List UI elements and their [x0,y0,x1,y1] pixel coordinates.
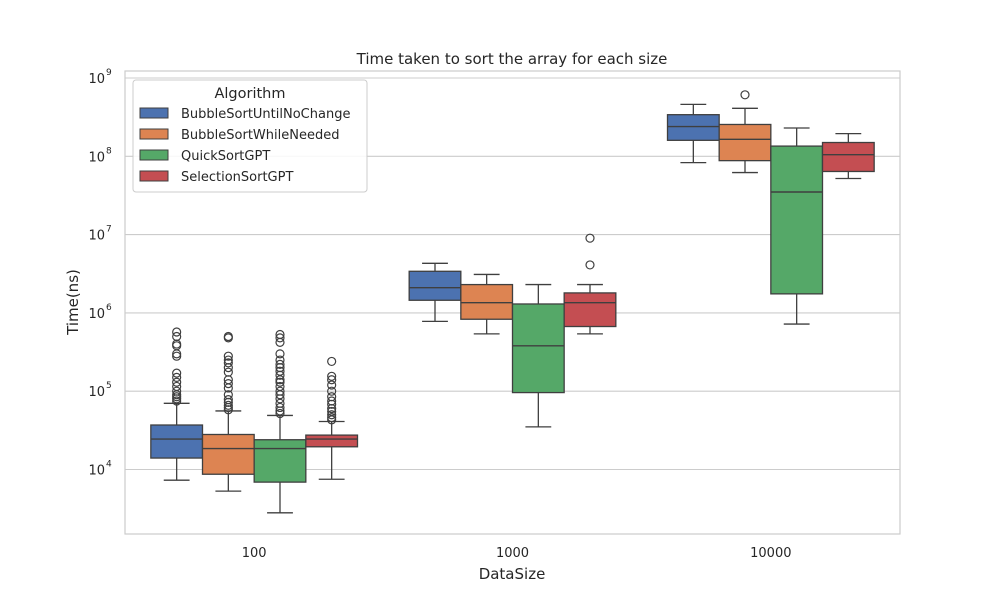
x-tick-labels: 100 1000 10000 [242,546,792,561]
legend-swatch [139,170,169,182]
outlier-point [223,367,233,377]
legend-entry: BubbleSortWhileNeeded [181,128,339,143]
outlier-point [223,358,233,368]
outlier-point [172,377,182,387]
outlier-point [275,329,285,340]
outlier-point [172,327,182,337]
outlier-point [172,372,182,383]
box-QuickSortGPT-100 [253,329,307,514]
y-tick-label: 10 [88,229,105,244]
y-tick-label: 10 [88,72,105,87]
outlier-point [223,390,233,400]
x-tick-label: 1000 [496,546,529,561]
outlier-point [327,386,337,396]
box-iqr [770,145,824,295]
legend-title: Algorithm [214,86,285,102]
legend-entry: BubbleSortUntilNoChange [181,107,350,122]
legend-entry: SelectionSortGPT [181,170,293,185]
outlier-point [172,381,182,392]
box-BubbleSortUntilNoChange-100 [150,327,204,481]
box-iqr [460,283,514,320]
x-axis-label: DataSize [479,565,546,583]
y-tick-label: 10 [88,385,105,400]
box-iqr [253,439,307,483]
outlier-point [223,351,233,361]
outlier-point [327,410,337,420]
box-BubbleSortWhileNeeded-100 [201,331,255,492]
outlier-point [327,375,337,385]
outlier-point [327,413,337,423]
y-tick-exponent: 8 [106,146,112,156]
outlier-point [585,233,595,243]
box-BubbleSortWhileNeeded-10000 [718,90,772,174]
y-tick-label: 10 [88,150,105,165]
box-iqr [150,424,204,459]
legend: Algorithm BubbleSortUntilNoChange BubbleSo… [132,79,368,193]
box-iqr [718,123,772,162]
box-iqr [666,114,720,141]
outlier-point [223,379,233,389]
y-tick-exponent: 5 [106,381,112,391]
outlier-point [275,408,285,419]
outlier-point [275,355,285,365]
box-BubbleSortWhileNeeded-1000 [460,273,514,335]
outlier-point [275,366,285,376]
outlier-point [275,359,285,369]
outlier-point [327,396,337,406]
chart-title: Time taken to sort the array for each si… [356,50,668,68]
plot-area-frame [124,70,901,535]
outlier-point [275,333,285,343]
legend-swatch [139,107,169,119]
outlier-point [740,90,750,100]
legend-entry: QuickSortGPT [181,149,270,164]
box-iqr [821,141,875,173]
outlier-point [172,351,182,361]
legend-swatch [139,149,169,161]
y-tick-exponent: 9 [106,68,112,78]
outlier-point [275,386,285,396]
outlier-point [275,402,285,413]
box-plot-boxes [150,90,875,514]
outlier-point [223,395,233,405]
outlier-point [327,380,337,390]
legend-frame [132,79,368,193]
y-tick-label: 10 [88,307,105,322]
box-BubbleSortUntilNoChange-10000 [666,103,720,164]
box-iqr [408,270,462,301]
x-tick-label: 10000 [750,546,791,561]
outlier-point [275,381,285,392]
box-QuickSortGPT-10000 [770,127,824,325]
y-tick-exponent: 6 [106,303,112,313]
outlier-point [585,260,595,270]
outlier-point [327,392,337,402]
outlier-point [223,355,233,365]
outlier-point [172,386,182,396]
outlier-point [327,356,337,367]
y-tick-exponent: 4 [106,460,112,470]
x-tick-label: 100 [242,546,267,561]
box-iqr [305,434,359,448]
box-BubbleSortUntilNoChange-1000 [408,262,462,322]
outlier-point [223,400,233,410]
y-tick-label: 10 [88,464,105,479]
box-SelectionSortGPT-1000 [563,233,617,335]
y-tick-exponent: 7 [106,225,112,235]
outlier-point [223,331,233,342]
box-iqr [511,303,565,394]
outlier-point [172,368,182,378]
y-axis-label: Time(ns) [64,269,82,336]
outlier-point [327,406,337,417]
box-SelectionSortGPT-100 [305,356,359,480]
box-QuickSortGPT-1000 [511,283,565,428]
box-iqr [201,433,255,475]
outlier-point [275,349,285,359]
legend-swatch [139,128,169,140]
box-SelectionSortGPT-10000 [821,132,875,180]
box-iqr [563,292,617,328]
outlier-point [172,331,182,342]
outlier-point [275,377,285,387]
outlier-point [327,371,337,381]
